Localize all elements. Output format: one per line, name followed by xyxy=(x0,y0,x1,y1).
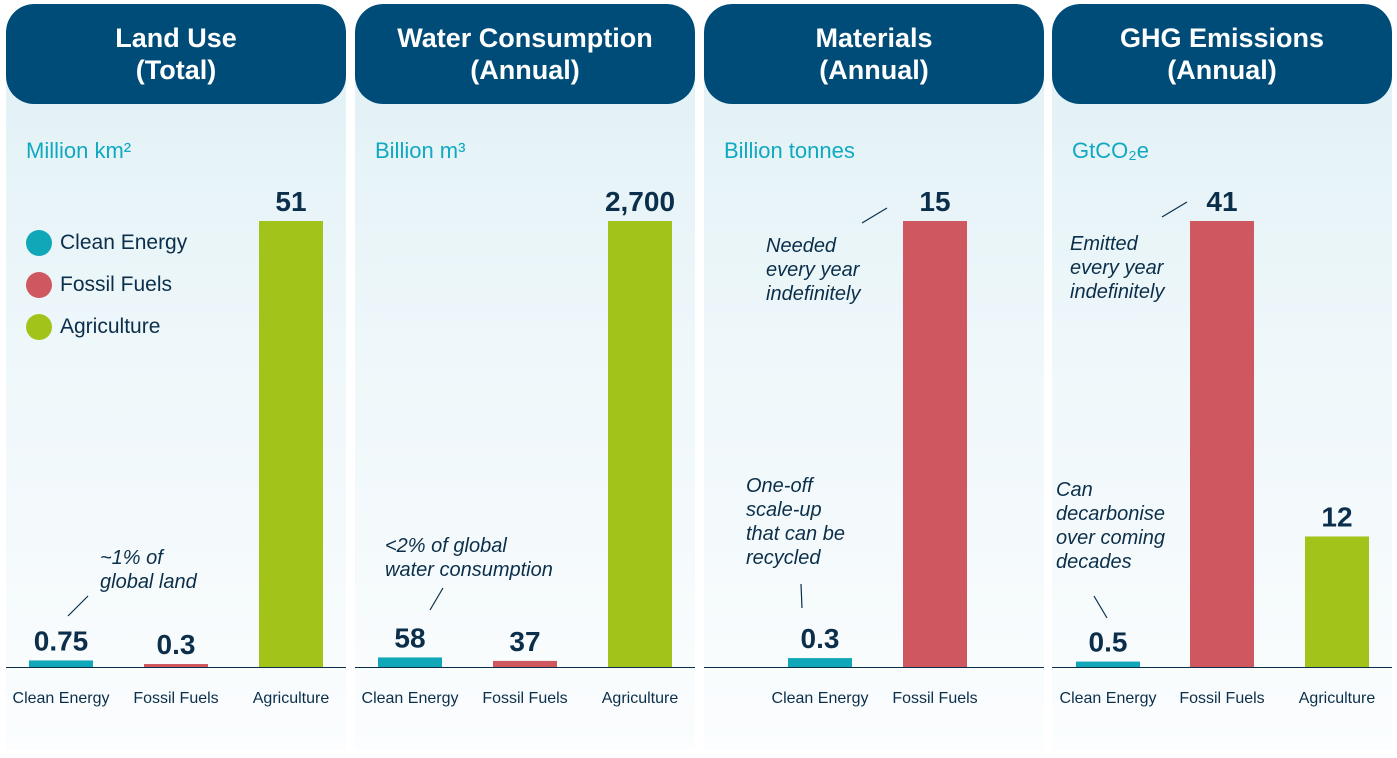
bar-agriculture xyxy=(608,221,672,667)
bar-fossil-fuels xyxy=(1190,221,1254,667)
panel-header: GHG Emissions (Annual) xyxy=(1052,4,1392,104)
annotation-leader-line-0 xyxy=(429,587,444,611)
bar-clean-energy xyxy=(378,657,442,667)
annotation-emitted-every-year: Emitted every year indefinitely xyxy=(1070,233,1165,303)
value-label-fossil-fuels: 0.3 xyxy=(157,629,196,660)
legend-label: Agriculture xyxy=(60,315,161,338)
value-label-fossil-fuels: 41 xyxy=(1206,186,1237,217)
panel-header: Water Consumption (Annual) xyxy=(355,4,695,104)
annotation-leader-line-1 xyxy=(1093,595,1108,619)
annotation-global-water: <2% of global water consumption xyxy=(385,535,553,581)
fossil-fuels-swatch-icon xyxy=(26,272,52,298)
category-label-agriculture: Agriculture xyxy=(1299,690,1376,707)
value-label-clean-energy: 0.3 xyxy=(801,623,840,654)
bar-fossil-fuels xyxy=(493,660,557,667)
panel-title: Land Use (Total) xyxy=(115,23,237,85)
panel-header: Materials (Annual) xyxy=(704,4,1044,104)
bar-agriculture xyxy=(259,221,323,667)
ghg-emissions-panel: GHG Emissions (Annual) GtCO₂e 0.5 Clean E… xyxy=(1052,4,1392,750)
panel-title: Materials (Annual) xyxy=(815,23,933,85)
panel-header: Land Use (Total) xyxy=(6,4,346,104)
agriculture-swatch-icon xyxy=(26,314,52,340)
clean-energy-swatch-icon xyxy=(26,230,52,256)
legend: Clean Energy Fossil Fuels Agriculture xyxy=(26,222,187,348)
category-label-fossil-fuels: Fossil Fuels xyxy=(892,690,977,707)
annotation-leader-line-1 xyxy=(800,583,803,609)
category-label-agriculture: Agriculture xyxy=(602,690,679,707)
unit-label: Billion m³ xyxy=(375,138,466,163)
category-label-fossil-fuels: Fossil Fuels xyxy=(1179,690,1264,707)
annotation-leader-line-0 xyxy=(861,207,888,224)
category-label-clean-energy: Clean Energy xyxy=(362,690,459,707)
land-use-panel: Land Use (Total) Million km² 0.75 Clean E… xyxy=(6,4,346,750)
unit-label: Million km² xyxy=(26,138,132,163)
category-label-agriculture: Agriculture xyxy=(253,690,330,707)
water-consumption-chart: 58 Clean Energy 37 Fossil Fuels 2,700 Agricul… xyxy=(355,186,695,707)
value-label-clean-energy: 0.75 xyxy=(34,625,89,656)
bar-agriculture xyxy=(1305,536,1369,667)
ghg-emissions-chart: 0.5 Clean Energy 41 Fossil Fuels 12 Agricultu… xyxy=(1052,186,1392,707)
annotation-global-land: ~1% of global land xyxy=(100,547,197,593)
water-consumption-panel: Water Consumption (Annual) Billion m³ 58… xyxy=(355,4,695,750)
bar-clean-energy xyxy=(788,658,852,667)
legend-label: Fossil Fuels xyxy=(60,273,173,296)
annotation-can-decarbonise: Can decarbonise over coming decades xyxy=(1056,479,1165,573)
bar-clean-energy xyxy=(29,660,93,667)
value-label-agriculture: 51 xyxy=(275,186,306,217)
value-label-fossil-fuels: 37 xyxy=(509,626,540,657)
legend-item-fossil-fuels: Fossil Fuels xyxy=(26,264,187,306)
materials-chart: 0.3 Clean Energy 15 Fossil Fuels xyxy=(704,186,1044,707)
bar-fossil-fuels xyxy=(144,664,208,667)
category-label-fossil-fuels: Fossil Fuels xyxy=(482,690,567,707)
category-label-clean-energy: Clean Energy xyxy=(1060,690,1157,707)
legend-item-clean-energy: Clean Energy xyxy=(26,222,187,264)
category-label-clean-energy: Clean Energy xyxy=(13,690,110,707)
legend-item-agriculture: Agriculture xyxy=(26,306,187,348)
materials-panel: Materials (Annual) Billion tonnes 0.3 Cle… xyxy=(704,4,1044,750)
category-label-fossil-fuels: Fossil Fuels xyxy=(133,690,218,707)
value-label-clean-energy: 0.5 xyxy=(1089,627,1128,658)
annotation-one-off-scale-up: One-off scale-up that can be recycled xyxy=(746,475,845,569)
bar-clean-energy xyxy=(1076,661,1140,667)
annotation-leader-line-0 xyxy=(67,595,89,617)
unit-label: Billion tonnes xyxy=(724,138,855,163)
annotation-needed-every-year: Needed every year indefinitely xyxy=(766,235,861,305)
category-label-clean-energy: Clean Energy xyxy=(772,690,869,707)
value-label-fossil-fuels: 15 xyxy=(919,186,950,217)
value-label-agriculture: 12 xyxy=(1321,501,1352,532)
value-label-clean-energy: 58 xyxy=(394,622,425,653)
panel-title: GHG Emissions (Annual) xyxy=(1119,23,1325,85)
legend-label: Clean Energy xyxy=(60,231,188,254)
land-use-chart: 0.75 Clean Energy 0.3 Fossil Fuels 51 Agricul… xyxy=(6,186,346,707)
unit-label: GtCO₂e xyxy=(1072,138,1149,163)
panel-title: Water Consumption (Annual) xyxy=(397,23,653,85)
bar-fossil-fuels xyxy=(903,221,967,667)
value-label-agriculture: 2,700 xyxy=(605,186,675,217)
annotation-leader-line-0 xyxy=(1161,201,1188,218)
